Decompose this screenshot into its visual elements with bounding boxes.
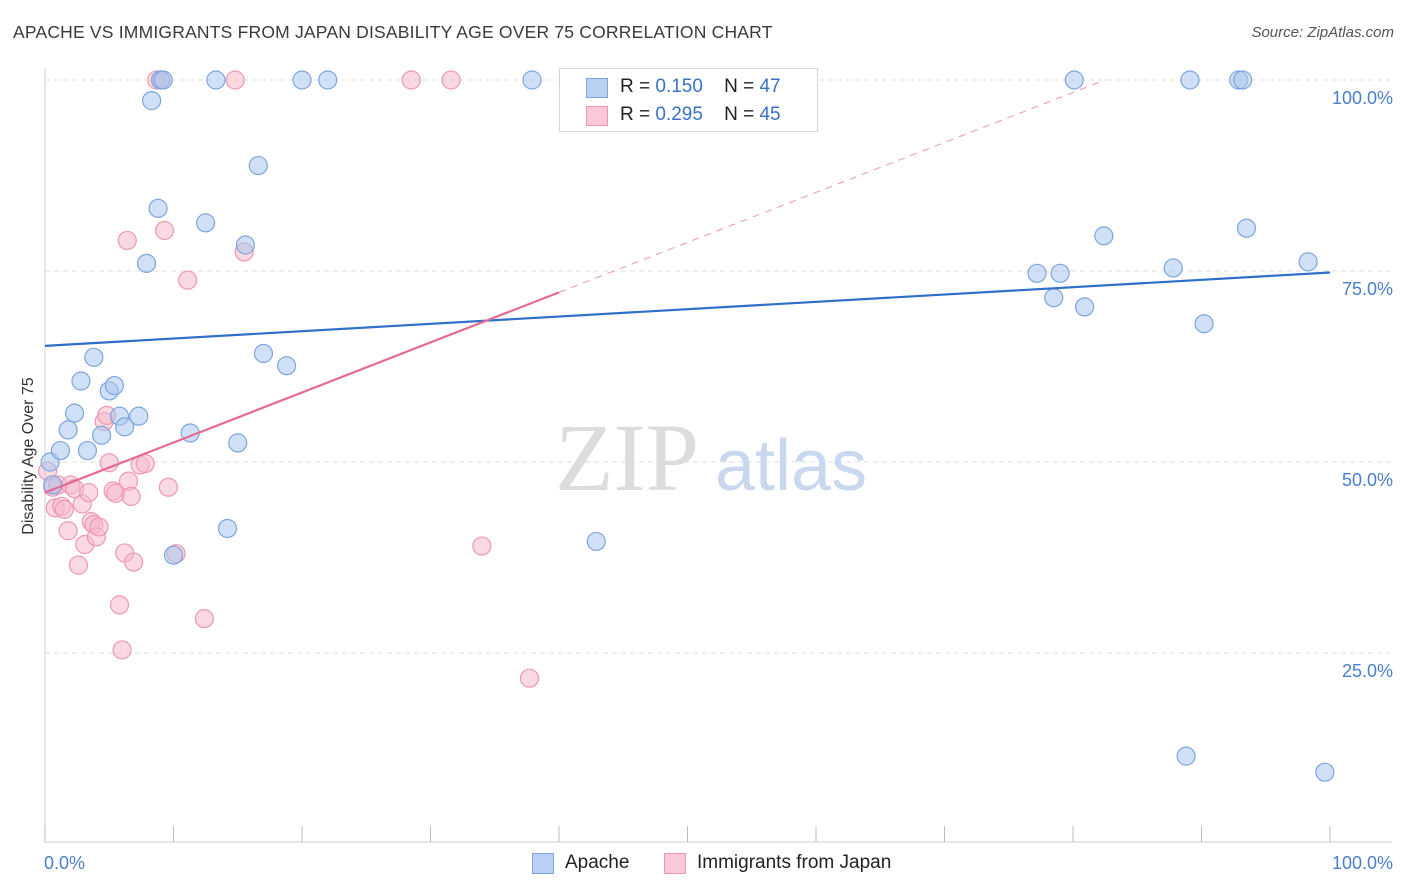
japan-point — [441, 70, 461, 90]
source-credit: Source: ZipAtlas.com — [1251, 24, 1394, 41]
y-tick-label: 100.0% — [1332, 88, 1393, 108]
apache-point — [196, 213, 216, 233]
apache-point — [142, 91, 162, 111]
apache-point — [1233, 70, 1253, 90]
legend-swatch-apache — [586, 78, 608, 98]
apache-point — [217, 518, 238, 539]
japan-point — [109, 595, 130, 615]
legend-r-value-japan: 0.295 — [655, 104, 703, 125]
trend-line-apache — [44, 271, 1331, 347]
watermark-zip: ZIP — [555, 404, 699, 511]
apache-point — [1315, 762, 1335, 782]
japan-point — [99, 453, 119, 473]
apache-point — [136, 253, 157, 273]
chart-title: APACHE VS IMMIGRANTS FROM JAPAN DISABILI… — [13, 22, 773, 42]
japan-point — [154, 220, 175, 241]
apache-point — [71, 371, 91, 391]
legend-label-japan: Immigrants from Japan — [697, 852, 892, 873]
apache-point — [1074, 297, 1095, 317]
japan-point — [79, 482, 99, 503]
legend-label-apache: Apache — [565, 852, 630, 873]
apache-point — [1298, 252, 1318, 272]
x-tick-label-min: 0.0% — [44, 853, 85, 873]
y-tick-labels: 25.0% 50.0% 75.0% 100.0% — [1332, 88, 1393, 681]
x-tick-label-max: 100.0% — [1332, 853, 1393, 873]
japan-point — [135, 453, 155, 474]
apache-point — [163, 545, 184, 565]
series-apache-points — [40, 70, 1335, 782]
japan-point — [519, 668, 540, 688]
apache-point — [58, 420, 78, 440]
japan-point — [225, 70, 245, 90]
apache-point — [1194, 314, 1214, 334]
legend-n-label: N = — [724, 76, 755, 97]
apache-point — [248, 155, 268, 176]
apache-point — [129, 406, 149, 426]
japan-point — [112, 640, 132, 660]
apache-point — [1094, 226, 1114, 246]
apache-point — [1027, 263, 1047, 283]
apache-point — [292, 70, 312, 90]
japan-point — [54, 499, 74, 519]
japan-point — [194, 609, 214, 629]
apache-point — [91, 425, 112, 445]
apache-point — [104, 376, 124, 396]
apache-point — [64, 403, 85, 423]
apache-point — [1180, 70, 1200, 90]
legend-n-label: N = — [724, 104, 755, 125]
y-tick-label: 75.0% — [1342, 279, 1393, 299]
japan-point — [158, 477, 178, 497]
legend-row-apache: R = 0.150 N = 47 — [560, 72, 817, 100]
japan-point — [124, 552, 144, 572]
apache-point — [84, 347, 104, 367]
japan-point — [117, 230, 137, 251]
japan-point — [58, 521, 78, 541]
legend-r-value-apache: 0.150 — [655, 76, 703, 97]
legend-row-japan: R = 0.295 N = 45 — [560, 100, 817, 128]
watermark: ZIP atlas — [555, 404, 867, 511]
japan-point — [89, 517, 109, 537]
trend-lines — [44, 79, 1331, 494]
apache-point — [318, 70, 338, 90]
apache-point — [522, 70, 542, 90]
apache-point — [253, 343, 274, 364]
apache-point — [235, 235, 256, 255]
apache-point — [206, 70, 226, 90]
legend-n-value-japan: 45 — [759, 104, 781, 125]
apache-point — [148, 198, 168, 218]
stats-legend: R = 0.150 N = 47 R = 0.295 N = 45 — [559, 68, 818, 132]
apache-point — [1176, 746, 1196, 766]
apache-point — [1050, 263, 1070, 283]
legend-n-value-apache: 47 — [759, 76, 781, 97]
japan-point — [401, 70, 421, 90]
legend-swatch-apache — [532, 853, 554, 874]
legend-r-label: R = — [620, 104, 651, 125]
grid-lines — [45, 79, 1395, 654]
japan-point — [68, 555, 89, 575]
apache-point — [228, 433, 248, 453]
apache-point — [1163, 258, 1183, 278]
watermark-atlas: atlas — [715, 426, 867, 506]
japan-point — [178, 270, 198, 290]
y-tick-label: 50.0% — [1342, 470, 1393, 490]
legend-swatch-japan — [586, 106, 608, 126]
apache-point — [586, 531, 606, 552]
legend-swatch-japan — [664, 853, 686, 874]
apache-point — [1064, 70, 1084, 90]
apache-point — [276, 356, 297, 376]
trend-line-japan — [44, 291, 560, 494]
apache-point — [50, 440, 71, 461]
apache-point — [153, 70, 173, 90]
apache-point — [1236, 218, 1257, 238]
legend-r-label: R = — [620, 76, 651, 97]
japan-point — [472, 536, 492, 556]
apache-point — [115, 417, 135, 437]
apache-point — [77, 440, 98, 461]
japan-point — [121, 486, 141, 506]
y-tick-label: 25.0% — [1342, 661, 1393, 681]
trend-line-japan — [558, 79, 1106, 293]
apache-point — [1044, 288, 1064, 308]
